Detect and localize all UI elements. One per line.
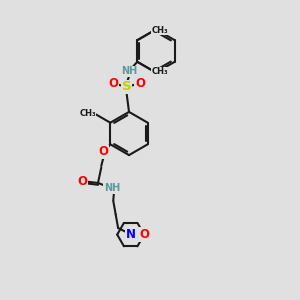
Text: O: O	[99, 145, 109, 158]
Text: O: O	[135, 77, 145, 90]
Text: S: S	[122, 80, 131, 94]
Text: O: O	[139, 228, 149, 241]
Text: NH: NH	[104, 183, 120, 194]
Text: O: O	[108, 77, 118, 90]
Text: CH₃: CH₃	[79, 109, 96, 118]
Text: CH₃: CH₃	[152, 26, 168, 35]
Text: NH: NH	[121, 66, 137, 76]
Text: N: N	[126, 228, 136, 241]
Text: O: O	[77, 175, 87, 188]
Text: CH₃: CH₃	[152, 67, 168, 76]
